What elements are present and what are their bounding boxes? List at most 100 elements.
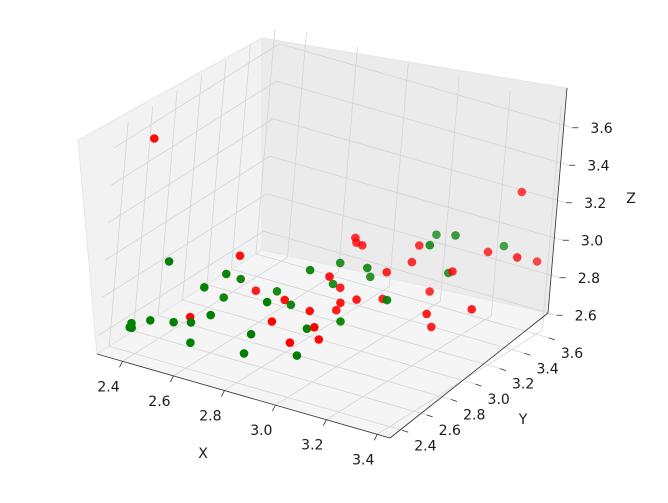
- data-point-red: [427, 322, 436, 332]
- grid-line-x: [122, 256, 288, 362]
- grid-line-x: [388, 61, 409, 287]
- data-point-green: [451, 231, 460, 240]
- data-point-green: [499, 241, 509, 251]
- data-point-red: [532, 257, 542, 266]
- grid-line-y: [109, 345, 403, 431]
- grid-line-z: [98, 230, 264, 336]
- y-axis-label: Y: [518, 412, 528, 428]
- z-tick-label: 3.2: [584, 196, 606, 212]
- grid-line-x: [173, 271, 339, 377]
- data-point-green: [127, 323, 136, 333]
- data-point-green: [200, 283, 209, 292]
- data-point-red: [332, 305, 341, 315]
- data-point-red: [422, 309, 432, 319]
- data-point-red: [305, 306, 315, 316]
- data-point-green: [366, 272, 375, 282]
- grid-line-y: [206, 59, 227, 285]
- y-tick-label: 3.6: [561, 346, 583, 362]
- grid-line-z: [104, 155, 271, 261]
- data-point-green: [239, 349, 249, 358]
- y-tick-mark: [524, 352, 531, 356]
- grid-line-y: [133, 330, 427, 416]
- x-tick-mark: [373, 434, 378, 441]
- z-axis-label: Z: [626, 191, 636, 207]
- data-point-green: [292, 351, 302, 360]
- x-axis-line: [96, 353, 391, 439]
- data-point-green: [363, 263, 372, 273]
- grid-line-y: [133, 105, 154, 331]
- data-points: [125, 134, 542, 360]
- data-point-red: [407, 257, 417, 267]
- grid-line-x: [338, 46, 358, 272]
- data-point-green: [164, 257, 174, 266]
- x-tick-label: 3.0: [250, 423, 272, 439]
- y-tick-label: 2.6: [439, 423, 461, 439]
- y-tick-label: 3.4: [536, 361, 558, 377]
- y-tick-mark: [548, 337, 556, 341]
- data-point-green: [305, 265, 315, 275]
- z-tick-label: 3.6: [590, 121, 612, 137]
- grid-line-z: [276, 80, 570, 166]
- data-point-red: [448, 267, 457, 276]
- z-tick-label: 3.0: [581, 233, 603, 249]
- z-tick-label: 3.4: [587, 158, 609, 174]
- data-point-green: [169, 317, 178, 327]
- grid-line-z: [272, 118, 567, 204]
- data-point-red: [285, 338, 295, 348]
- grid-line-z: [101, 193, 267, 299]
- grid-line-y: [157, 90, 178, 316]
- grid-line-y: [206, 284, 501, 370]
- y-tick-mark: [402, 429, 409, 433]
- data-point-red: [336, 298, 345, 308]
- grid-line-x: [287, 32, 307, 258]
- data-point-red: [415, 241, 424, 250]
- data-point-red: [517, 187, 527, 197]
- data-point-green: [302, 324, 312, 334]
- grid-line-x: [541, 105, 562, 331]
- data-point-green: [262, 297, 272, 307]
- data-point-red: [267, 317, 277, 326]
- grid-lines: [98, 28, 573, 435]
- x-tick-mark: [119, 361, 123, 368]
- data-point-green: [246, 329, 256, 339]
- x-tick-mark: [271, 404, 276, 412]
- data-point-green: [222, 269, 231, 279]
- y-tick-mark: [450, 399, 458, 402]
- data-point-red: [382, 267, 392, 277]
- data-point-red: [310, 323, 319, 332]
- y-axis-line: [389, 312, 549, 439]
- grid-line-y: [182, 299, 476, 385]
- grid-line-x: [224, 286, 390, 391]
- grid-line-x: [275, 300, 441, 406]
- data-point-green: [272, 287, 282, 296]
- data-point-red: [358, 241, 367, 250]
- data-point-red: [512, 253, 522, 262]
- data-point-green: [146, 316, 155, 325]
- data-point-green: [336, 317, 345, 326]
- data-point-red: [335, 283, 345, 293]
- data-point-green: [236, 274, 245, 284]
- x-tick-label: 3.4: [352, 452, 374, 468]
- data-point-green: [186, 338, 195, 348]
- x-tick-label: 2.4: [97, 379, 119, 395]
- y-tick-mark: [426, 414, 433, 418]
- grid-line-z: [279, 43, 573, 129]
- grid-line-y: [108, 121, 129, 347]
- grid-line-y: [182, 75, 202, 301]
- data-point-red: [280, 295, 290, 305]
- data-point-green: [286, 300, 296, 310]
- grid-line-z: [111, 80, 277, 186]
- grid-line-z: [114, 43, 280, 149]
- data-point-red: [351, 233, 360, 243]
- data-point-red: [425, 287, 435, 296]
- y-tick-label: 2.8: [463, 407, 485, 423]
- grid-line-z: [269, 155, 564, 241]
- grid-line-y: [231, 268, 525, 354]
- x-tick-label: 2.8: [199, 409, 221, 425]
- data-point-green: [328, 279, 338, 289]
- axis-ticks: 2.42.62.83.03.23.42.42.62.83.03.23.43.62…: [97, 121, 612, 469]
- data-point-red: [352, 295, 361, 304]
- grid-line-y: [231, 44, 251, 270]
